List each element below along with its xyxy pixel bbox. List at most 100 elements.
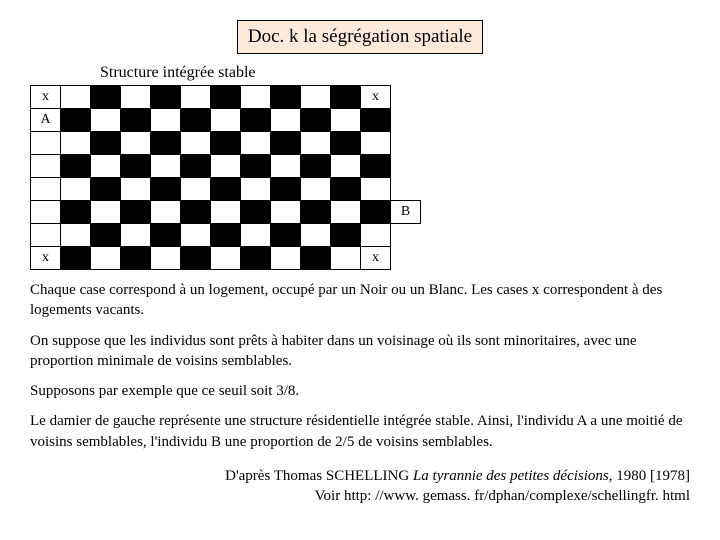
row-label-empty bbox=[31, 224, 61, 247]
row-label-A: A bbox=[31, 109, 61, 132]
cell bbox=[241, 109, 271, 132]
cell bbox=[361, 178, 391, 201]
cell bbox=[181, 132, 211, 155]
paragraph-3: Supposons par exemple que ce seuil soit … bbox=[30, 381, 690, 401]
cell bbox=[181, 178, 211, 201]
cell bbox=[151, 247, 181, 270]
row-label-empty bbox=[31, 201, 61, 224]
cell bbox=[61, 224, 91, 247]
cell bbox=[151, 132, 181, 155]
cell bbox=[211, 109, 241, 132]
cell bbox=[61, 201, 91, 224]
cell bbox=[91, 86, 121, 109]
cell bbox=[121, 247, 151, 270]
cell bbox=[361, 224, 391, 247]
cell bbox=[241, 247, 271, 270]
checkerboard: x x A bbox=[30, 85, 421, 270]
cell bbox=[61, 155, 91, 178]
cell bbox=[331, 201, 361, 224]
cell bbox=[211, 132, 241, 155]
cell bbox=[361, 155, 391, 178]
cell bbox=[61, 86, 91, 109]
credit-pre: D'après Thomas SCHELLING bbox=[225, 468, 413, 484]
cell bbox=[241, 201, 271, 224]
cell bbox=[301, 178, 331, 201]
cell bbox=[211, 224, 241, 247]
cell bbox=[121, 109, 151, 132]
row-label-empty bbox=[31, 132, 61, 155]
cell bbox=[181, 224, 211, 247]
cell bbox=[271, 132, 301, 155]
paragraph-2: On suppose que les individus sont prêts … bbox=[30, 331, 690, 372]
corner-x-tr: x bbox=[361, 86, 391, 109]
cell bbox=[331, 178, 361, 201]
checkerboard-figure: x x A bbox=[30, 85, 690, 270]
cell bbox=[121, 155, 151, 178]
cell bbox=[181, 86, 211, 109]
cell bbox=[241, 155, 271, 178]
row-label-empty bbox=[31, 155, 61, 178]
row-label-B: B bbox=[391, 201, 421, 224]
cell bbox=[61, 178, 91, 201]
corner-x-bl: x bbox=[31, 247, 61, 270]
cell bbox=[361, 109, 391, 132]
cell bbox=[301, 155, 331, 178]
cell bbox=[121, 86, 151, 109]
cell bbox=[331, 247, 361, 270]
cell bbox=[91, 201, 121, 224]
cell bbox=[361, 132, 391, 155]
cell bbox=[61, 132, 91, 155]
cell bbox=[271, 201, 301, 224]
cell bbox=[301, 86, 331, 109]
cell bbox=[151, 224, 181, 247]
credit-block: D'après Thomas SCHELLING La tyrannie des… bbox=[30, 466, 690, 507]
cell bbox=[211, 178, 241, 201]
cell bbox=[241, 132, 271, 155]
cell bbox=[151, 178, 181, 201]
doc-title: Doc. k la ségrégation spatiale bbox=[237, 20, 483, 54]
credit-url: Voir http: //www. gemass. fr/dphan/compl… bbox=[315, 488, 690, 504]
cell bbox=[181, 201, 211, 224]
cell bbox=[211, 86, 241, 109]
cell bbox=[211, 201, 241, 224]
cell bbox=[271, 109, 301, 132]
cell bbox=[91, 155, 121, 178]
credit-post: , 1980 [1978] bbox=[609, 468, 690, 484]
cell bbox=[151, 86, 181, 109]
cell bbox=[301, 247, 331, 270]
cell bbox=[151, 109, 181, 132]
cell bbox=[91, 247, 121, 270]
doc-subtitle: Structure intégrée stable bbox=[100, 62, 690, 84]
cell bbox=[61, 109, 91, 132]
cell bbox=[271, 178, 301, 201]
cell bbox=[271, 155, 301, 178]
cell bbox=[121, 224, 151, 247]
paragraph-1: Chaque case correspond à un logement, oc… bbox=[30, 280, 690, 321]
cell bbox=[91, 132, 121, 155]
cell bbox=[331, 224, 361, 247]
cell bbox=[151, 201, 181, 224]
cell bbox=[271, 247, 301, 270]
paragraph-4: Le damier de gauche représente une struc… bbox=[30, 411, 690, 452]
cell bbox=[181, 109, 211, 132]
credit-title: La tyrannie des petites décisions bbox=[413, 468, 609, 484]
cell bbox=[301, 109, 331, 132]
cell bbox=[331, 132, 361, 155]
cell bbox=[181, 247, 211, 270]
cell bbox=[151, 155, 181, 178]
cell bbox=[241, 178, 271, 201]
cell bbox=[331, 109, 361, 132]
cell bbox=[241, 224, 271, 247]
cell bbox=[361, 201, 391, 224]
cell bbox=[91, 109, 121, 132]
cell bbox=[271, 224, 301, 247]
cell bbox=[211, 155, 241, 178]
cell bbox=[301, 224, 331, 247]
corner-x-tl: x bbox=[31, 86, 61, 109]
cell bbox=[61, 247, 91, 270]
cell bbox=[121, 201, 151, 224]
cell bbox=[331, 155, 361, 178]
cell bbox=[301, 201, 331, 224]
cell bbox=[121, 132, 151, 155]
cell bbox=[211, 247, 241, 270]
